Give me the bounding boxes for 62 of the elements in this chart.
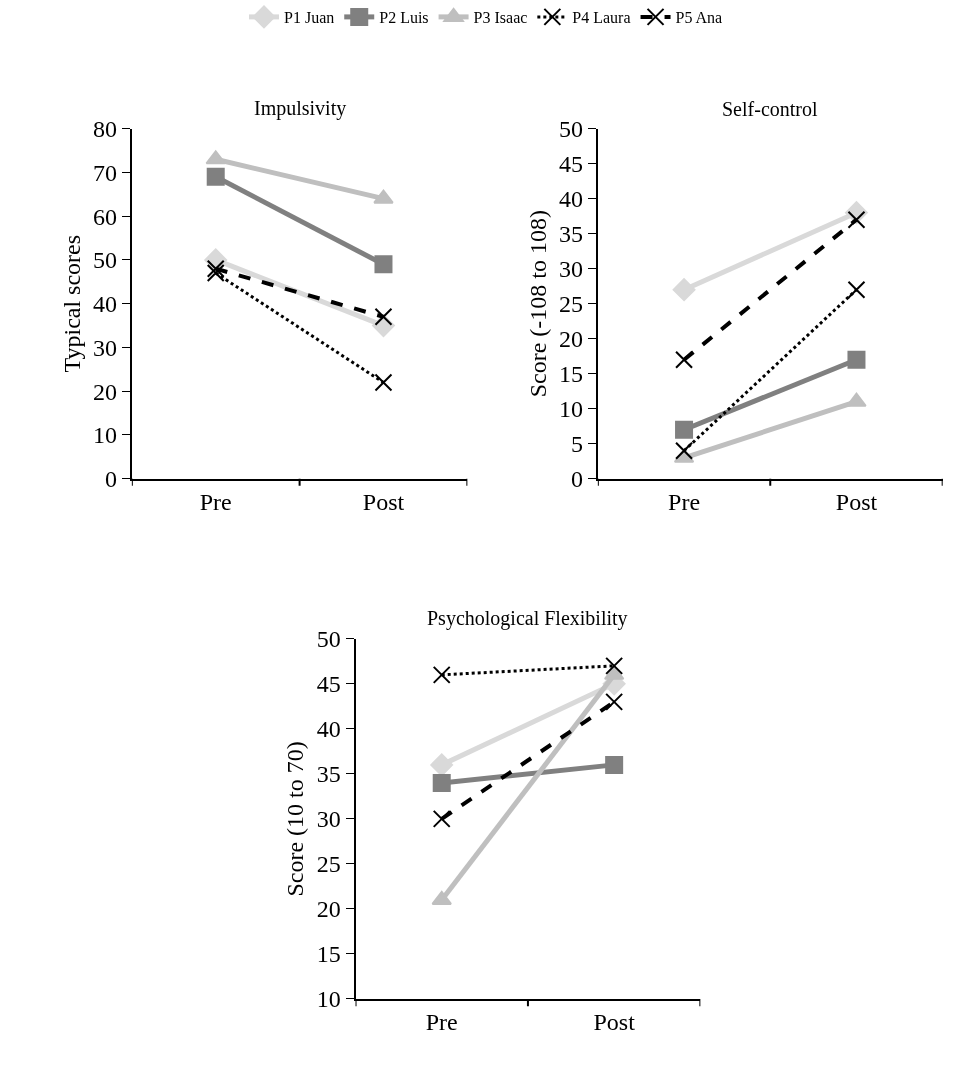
point (432, 773, 451, 792)
x-tick-label: Pre (425, 1008, 458, 1035)
y-tick-label: 30 (559, 256, 584, 283)
y-tick-label: 30 (93, 334, 118, 361)
point (675, 350, 694, 369)
y-tick-label: 35 (316, 761, 341, 788)
point (672, 278, 696, 302)
y-tick-label: 70 (93, 159, 118, 186)
chart-title: Self-control (722, 98, 818, 120)
y-tick-label: 30 (316, 806, 341, 833)
chart-title: Impulsivity (254, 97, 347, 120)
y-tick-label: 10 (93, 422, 118, 449)
y-tick-label: 80 (93, 116, 118, 143)
x-tick-label: Pre (668, 488, 701, 515)
y-tick-label: 25 (559, 291, 584, 318)
y-tick-label: 50 (316, 626, 341, 653)
y-tick-label: 10 (559, 396, 584, 423)
y-tick-label: 20 (93, 378, 118, 405)
point (605, 692, 624, 711)
point (206, 264, 225, 283)
y-axis-title: Score (10 to 70) (282, 741, 309, 897)
y-tick-label: 40 (93, 291, 118, 318)
legend-label: P4 Laura (572, 9, 631, 27)
chart-title: Psychological Flexibility (427, 607, 628, 630)
x-tick-label: Post (362, 488, 405, 515)
point (675, 420, 694, 439)
x-tick-label: Post (835, 488, 878, 515)
point (374, 255, 393, 274)
y-tick-label: 20 (559, 326, 584, 353)
x-tick-label: Post (593, 1008, 636, 1035)
y-tick-label: 15 (559, 361, 584, 388)
legend-label: P1 Juan (284, 9, 335, 27)
y-tick-label: 35 (559, 221, 584, 248)
point (432, 665, 451, 684)
point (847, 350, 866, 369)
y-tick-label: 0 (105, 466, 118, 493)
y-tick-label: 10 (316, 986, 341, 1013)
legend-label: P3 Isaac (473, 9, 528, 27)
x-tick-label: Pre (199, 488, 232, 515)
legend-label: P2 Luis (379, 9, 429, 27)
y-tick-label: 5 (571, 431, 584, 458)
point (605, 755, 624, 774)
y-tick-label: 60 (93, 203, 118, 230)
y-tick-label: 15 (316, 941, 341, 968)
y-tick-label: 50 (93, 247, 118, 274)
y-tick-label: 0 (571, 466, 584, 493)
point (206, 167, 225, 186)
y-tick-label: 45 (316, 671, 341, 698)
y-tick-label: 45 (559, 151, 584, 178)
y-tick-label: 25 (316, 851, 341, 878)
y-axis-title: Typical scores (58, 234, 85, 373)
y-tick-label: 40 (316, 716, 341, 743)
point (430, 753, 454, 777)
y-axis-title: Score (-108 to 108) (524, 210, 551, 398)
y-tick-label: 50 (559, 116, 584, 143)
point (206, 259, 225, 278)
point (847, 280, 866, 299)
point (374, 373, 393, 392)
legend-label: P5 Ana (675, 9, 723, 27)
y-tick-label: 40 (559, 186, 584, 213)
point (432, 809, 451, 828)
y-tick-label: 20 (316, 896, 341, 923)
